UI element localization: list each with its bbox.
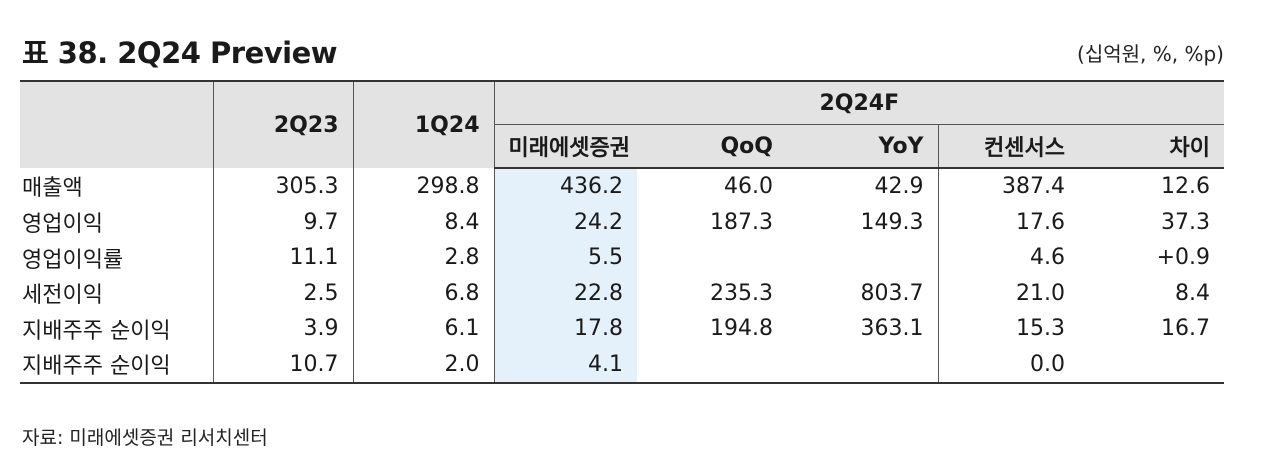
cell-1q24: 6.8 bbox=[352, 275, 494, 311]
table-row: 지배주주 순이익 10.7 2.0 4.1 0.0 bbox=[20, 346, 1225, 384]
cell-2q23: 2.5 bbox=[212, 275, 353, 311]
cell-yoy: 42.9 bbox=[874, 174, 924, 200]
cell-qoq bbox=[637, 346, 787, 384]
cell-1q24: 8.4 bbox=[352, 204, 494, 240]
cell-2q23: 305.3 bbox=[212, 168, 353, 205]
cell-mirae: 436.2 bbox=[493, 168, 637, 205]
preview-table: 2Q23 1Q24 2Q24F 미래에셋증권 QoQ YoY 컨센서스 차이 매… bbox=[20, 80, 1225, 384]
header-1q24: 1Q24 bbox=[352, 80, 494, 168]
cell-1q24: 2.8 bbox=[352, 240, 494, 276]
cell-1q24: 2.0 bbox=[352, 346, 494, 384]
header-qoq: QoQ bbox=[637, 124, 787, 169]
cell-diff: +0.9 bbox=[1156, 245, 1211, 271]
header-mirae: 미래에셋증권 bbox=[493, 124, 637, 169]
unit-label: (십억원, %, %p) bbox=[1077, 42, 1224, 66]
cell-2q23: 10.7 bbox=[212, 346, 353, 384]
table-title: 표 38. 2Q24 Preview bbox=[22, 36, 338, 70]
cell-1q24: 6.1 bbox=[352, 311, 494, 347]
cell-consensus: 17.6 bbox=[937, 204, 1079, 240]
row-label: 지배주주 순이익 bbox=[20, 346, 213, 384]
cell-diff: 8.4 bbox=[1175, 280, 1211, 306]
cell-consensus: 21.0 bbox=[937, 275, 1079, 311]
cell-diff: 12.6 bbox=[1161, 174, 1211, 200]
cell-consensus: 4.6 bbox=[937, 240, 1079, 276]
cell-qoq: 187.3 bbox=[710, 209, 773, 235]
cell-2q23: 9.7 bbox=[212, 204, 353, 240]
cell-consensus: 0.0 bbox=[937, 346, 1079, 384]
cell-mirae: 22.8 bbox=[493, 275, 637, 311]
cell-qoq bbox=[637, 240, 787, 276]
row-label: 매출액 bbox=[22, 176, 83, 202]
cell-qoq: 235.3 bbox=[710, 280, 773, 306]
cell-yoy: 149.3 bbox=[860, 209, 924, 235]
cell-yoy bbox=[787, 346, 938, 384]
table-row: 영업이익 9.7 8.4 24.2 187.3 149.3 17.6 37.3 bbox=[20, 204, 1224, 240]
cell-diff: 16.7 bbox=[1161, 316, 1211, 342]
row-label: 영업이익률 bbox=[22, 247, 124, 273]
cell-1q24: 298.8 bbox=[352, 168, 494, 205]
header-2q23: 2Q23 bbox=[212, 80, 353, 168]
header-consensus: 컨센서스 bbox=[937, 124, 1079, 169]
cell-yoy bbox=[787, 240, 938, 276]
header-2q24f-group: 2Q24F bbox=[493, 80, 1225, 125]
cell-mirae: 17.8 bbox=[493, 311, 637, 347]
header-empty-cell bbox=[20, 80, 213, 168]
cell-diff: 37.3 bbox=[1161, 209, 1211, 235]
row-label: 영업이익 bbox=[22, 212, 103, 238]
source-note: 자료: 미래에셋증권 리서치센터 bbox=[22, 427, 268, 449]
row-label: 세전이익 bbox=[22, 283, 103, 309]
cell-diff bbox=[1079, 346, 1225, 384]
cell-consensus: 387.4 bbox=[937, 168, 1079, 205]
row-label: 지배주주 순이익 bbox=[22, 318, 171, 344]
table-row: 영업이익률 11.1 2.8 5.5 4.6 +0.9 bbox=[20, 240, 1224, 276]
cell-mirae: 4.1 bbox=[493, 346, 637, 384]
cell-yoy: 363.1 bbox=[860, 316, 924, 342]
cell-2q23: 3.9 bbox=[212, 311, 353, 347]
table-row: 세전이익 2.5 6.8 22.8 235.3 803.7 21.0 8.4 bbox=[20, 275, 1224, 311]
cell-qoq: 46.0 bbox=[724, 174, 773, 200]
cell-consensus: 15.3 bbox=[937, 311, 1079, 347]
cell-2q23: 11.1 bbox=[212, 240, 353, 276]
cell-qoq: 194.8 bbox=[710, 316, 773, 342]
table-row: 지배주주 순이익 3.9 6.1 17.8 194.8 363.1 15.3 1… bbox=[20, 311, 1224, 347]
header-yoy: YoY bbox=[787, 124, 938, 169]
cell-yoy: 803.7 bbox=[860, 280, 924, 306]
header-diff: 차이 bbox=[1079, 124, 1225, 169]
cell-mirae: 24.2 bbox=[493, 204, 637, 240]
cell-mirae: 5.5 bbox=[493, 240, 637, 276]
table-row: 매출액 305.3 298.8 436.2 46.0 42.9 387.4 12… bbox=[20, 168, 1224, 205]
